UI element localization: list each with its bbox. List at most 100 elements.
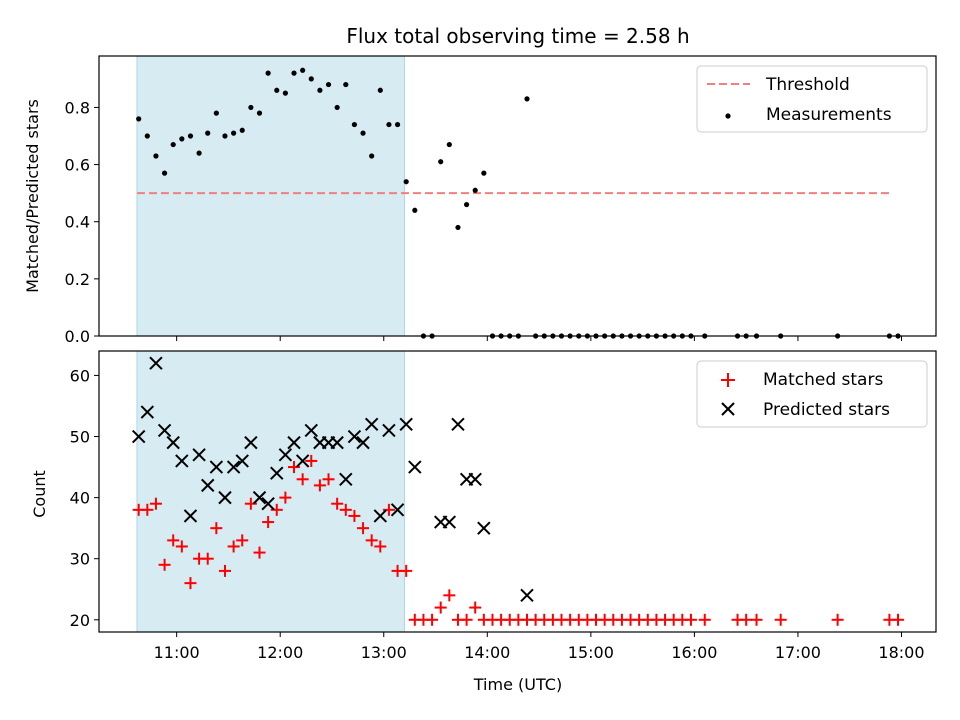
- predicted-star-point: [218, 490, 232, 505]
- predicted-star-point: [382, 423, 396, 438]
- predicted-star-point: [373, 509, 388, 523]
- matched-star-point: [184, 577, 197, 590]
- legend-measurements-label: Measurements: [766, 105, 892, 125]
- measurement-point: [179, 136, 185, 142]
- matched-star-point: [288, 461, 301, 474]
- predicted-star-point: [364, 417, 379, 432]
- x-tick-label: 18:00: [878, 643, 924, 662]
- bottom-highlight-span: [136, 350, 405, 633]
- legend-predicted-label: Predicted stars: [763, 400, 890, 420]
- measurement-point: [325, 81, 332, 88]
- x-tick-label: 11:00: [154, 643, 200, 662]
- measurement-point: [300, 67, 306, 73]
- matched-star-point: [357, 522, 370, 535]
- predicted-star-point: [390, 503, 405, 517]
- matched-star-point: [426, 613, 439, 626]
- bottom-y-tick-label: 40: [70, 489, 90, 508]
- predicted-star-point: [252, 490, 267, 505]
- measurement-point: [256, 110, 263, 116]
- predicted-star-point: [408, 460, 422, 474]
- matched-star-point: [141, 503, 154, 516]
- matched-star-point: [262, 516, 275, 529]
- predicted-star-point: [149, 356, 163, 370]
- matched-star-point: [382, 503, 395, 516]
- predicted-star-point: [183, 509, 198, 523]
- matched-star-point: [305, 454, 318, 467]
- matched-star-point: [460, 613, 473, 626]
- matched-star-point: [374, 540, 387, 553]
- bottom-legend: Matched stars Predicted stars: [696, 360, 928, 428]
- measurement-point: [360, 130, 366, 136]
- matched-star-point: [218, 564, 231, 577]
- measurement-point: [343, 81, 349, 88]
- measurement-point: [239, 127, 245, 133]
- measurement-point: [438, 159, 444, 165]
- measurement-point: [386, 121, 392, 128]
- predicted-star-point: [226, 460, 241, 474]
- legend-matched-label: Matched stars: [763, 370, 883, 390]
- matched-star-point: [253, 546, 266, 559]
- matched-star-point: [365, 534, 378, 547]
- matched-star-point: [443, 589, 456, 602]
- matched-star-point: [892, 613, 905, 626]
- predicted-star-point: [175, 454, 189, 468]
- top-legend: Threshold Measurements: [696, 65, 928, 133]
- measurement-point: [144, 133, 150, 139]
- measurement-point: [170, 141, 176, 148]
- measurement-point: [248, 104, 254, 111]
- predicted-star-point: [192, 448, 206, 462]
- top-y-axis-label: Matched/Predicted stars: [23, 99, 42, 293]
- predicted-star-point: [157, 423, 172, 438]
- matched-star-point: [469, 601, 482, 614]
- measurement-point: [274, 87, 280, 93]
- measurement-point: [205, 130, 211, 136]
- x-tick-label: 15:00: [568, 643, 614, 662]
- matched-star-point: [210, 522, 223, 535]
- predicted-star-point: [140, 405, 155, 419]
- matched-star-point: [774, 613, 787, 626]
- top-y-tick-label: 0.4: [65, 213, 90, 232]
- measurement-point: [282, 90, 288, 96]
- matched-star-point: [322, 473, 335, 486]
- predicted-star-point: [468, 472, 482, 486]
- measurement-point: [265, 70, 271, 76]
- legend-threshold-label: Threshold: [765, 75, 850, 95]
- matched-star-point: [270, 503, 283, 516]
- measurement-point: [446, 141, 452, 148]
- predicted-star-point: [209, 460, 224, 474]
- measurement-point: [351, 121, 358, 128]
- legend-matched-marker: [721, 373, 735, 387]
- matched-star-point: [400, 564, 413, 577]
- predicted-star-point: [278, 448, 293, 462]
- x-tick-label: 12:00: [257, 643, 303, 662]
- measurement-point: [153, 153, 159, 159]
- measurement-point: [403, 179, 409, 185]
- bottom-plot-frame: [98, 350, 937, 633]
- matched-star-point: [684, 613, 697, 626]
- measurement-point: [455, 224, 461, 231]
- measurement-point: [377, 87, 383, 93]
- predicted-star-point: [131, 429, 146, 444]
- predicted-star-point: [356, 435, 370, 450]
- top-highlight-span: [136, 55, 405, 337]
- measurement-point: [308, 76, 314, 82]
- matched-star-point: [201, 552, 214, 565]
- predicted-star-point: [399, 417, 413, 432]
- predicted-star-point: [235, 454, 249, 468]
- matched-star-point: [339, 503, 352, 516]
- measurement-point: [481, 170, 487, 176]
- measurement-point: [187, 133, 194, 139]
- matched-star-point: [740, 613, 753, 626]
- legend-measurements-marker: [725, 113, 731, 119]
- measurement-point: [369, 153, 375, 159]
- predicted-star-point: [451, 417, 465, 432]
- measurement-point: [317, 87, 323, 93]
- top-y-tick-label: 0.6: [65, 156, 90, 175]
- measurement-point: [136, 116, 142, 122]
- matched-star-point: [227, 540, 240, 553]
- measurement-point: [472, 187, 478, 193]
- predicted-star-point: [287, 435, 301, 450]
- x-tick-label: 17:00: [775, 643, 821, 662]
- predicted-star-point: [244, 435, 258, 450]
